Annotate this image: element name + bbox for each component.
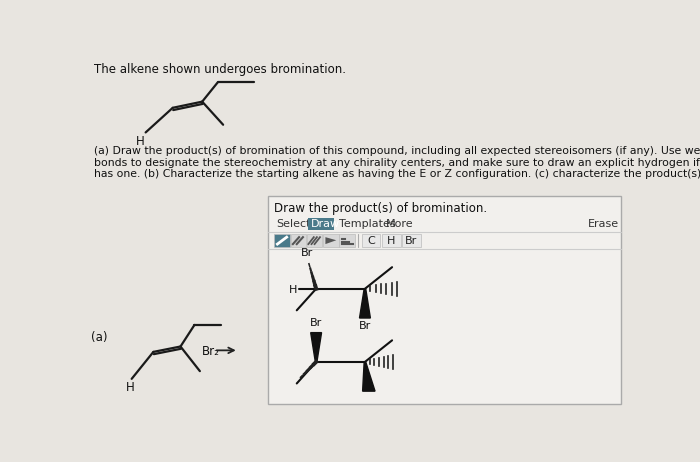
Bar	[307, 234, 322, 247]
Text: H: H	[136, 135, 145, 148]
Text: Br: Br	[405, 237, 418, 246]
Text: C: C	[368, 237, 375, 246]
Bar	[340, 234, 355, 247]
Text: Draw the product(s) of bromination.: Draw the product(s) of bromination.	[274, 202, 487, 215]
Bar	[290, 234, 306, 247]
Text: Draw: Draw	[311, 219, 340, 230]
Bar	[402, 234, 421, 247]
Polygon shape	[363, 362, 375, 391]
Text: Select: Select	[276, 219, 310, 230]
Text: H: H	[126, 381, 134, 394]
Text: (a) Draw the product(s) of bromination of this compound, including all expected : (a) Draw the product(s) of bromination o…	[94, 146, 700, 156]
Polygon shape	[326, 237, 336, 244]
Text: Br: Br	[310, 318, 322, 328]
Bar	[268, 196, 621, 404]
Bar	[274, 234, 290, 247]
Text: H: H	[387, 237, 395, 246]
Text: has one. (b) Characterize the starting alkene as having the E or Z configuration: has one. (b) Characterize the starting a…	[94, 170, 700, 179]
Bar	[323, 234, 339, 247]
Bar	[362, 234, 381, 247]
Text: The alkene shown undergoes bromination.: The alkene shown undergoes bromination.	[94, 63, 346, 76]
Polygon shape	[311, 333, 321, 362]
Text: Br₂: Br₂	[202, 345, 220, 358]
Bar	[309, 218, 334, 230]
Text: H: H	[288, 285, 297, 294]
Text: bonds to designate the stereochemistry at any chirality centers, and make sure t: bonds to designate the stereochemistry a…	[94, 158, 700, 168]
Text: Templates: Templates	[340, 219, 396, 230]
Text: Br: Br	[359, 321, 371, 331]
Bar	[382, 234, 400, 247]
Text: Br: Br	[301, 248, 313, 258]
Text: More: More	[386, 219, 414, 230]
Text: Erase: Erase	[588, 219, 620, 230]
Text: (a): (a)	[92, 331, 108, 344]
Polygon shape	[360, 289, 370, 318]
